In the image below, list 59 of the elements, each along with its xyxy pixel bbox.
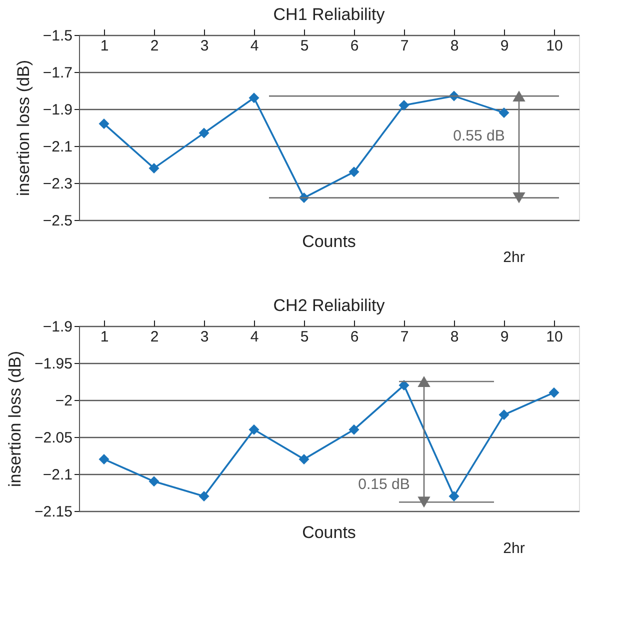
y-tick-label: −2.1	[42, 138, 72, 156]
annotation: 0.55 dB	[453, 128, 505, 145]
annotation: 0.15 dB	[358, 476, 410, 494]
y-tick-label: −2.05	[34, 430, 72, 446]
point	[448, 490, 460, 502]
point	[298, 454, 310, 464]
x-tick-label: 10	[546, 328, 563, 346]
point	[498, 107, 510, 118]
chart-title: CH1 Reliability	[273, 5, 386, 24]
y-axis-title: insertion loss (dB)	[6, 350, 25, 488]
x-tick-label: 4	[250, 328, 259, 346]
point	[348, 424, 360, 435]
x-tick-label: 6	[350, 38, 359, 54]
x-tick-label: 9	[500, 328, 509, 346]
text: 2hr	[503, 540, 525, 557]
point	[398, 100, 410, 111]
y-tick-label: −1.7	[42, 64, 72, 82]
point	[148, 162, 160, 174]
point	[148, 476, 160, 487]
point	[98, 118, 110, 130]
y-tick-label: −1.9	[42, 102, 72, 118]
x-tick-label: 5	[300, 38, 309, 54]
y-tick-label: −2.1	[42, 466, 72, 484]
y-tick-label: −2.3	[42, 176, 72, 192]
x-tick-label: 6	[350, 328, 359, 346]
chart-title: CH2 Reliability	[273, 296, 386, 315]
y-tick-label: −1.5	[42, 28, 72, 44]
point	[498, 410, 510, 420]
point	[548, 387, 560, 398]
point	[98, 454, 110, 464]
x-tick-label: 1	[100, 328, 109, 346]
point	[198, 490, 210, 502]
y-tick-label: −2	[55, 392, 72, 410]
x-tick-label: 1	[100, 38, 109, 54]
point	[398, 380, 410, 390]
y-axis-title: insertion loss (dB)	[14, 60, 33, 196]
x-tick-label: 3	[200, 38, 209, 54]
x-tick-label: 3	[200, 328, 209, 346]
point	[248, 424, 260, 435]
x-tick-label: 2	[150, 38, 159, 54]
y-tick-label: −2.15	[34, 504, 72, 520]
x-tick-label: 5	[300, 328, 309, 346]
point	[198, 128, 210, 138]
x-tick-label: 7	[400, 328, 409, 346]
point	[348, 166, 360, 178]
x-tick-label: 8	[450, 328, 459, 346]
text: 2hr	[503, 249, 525, 266]
x-tick-label: 9	[500, 38, 509, 54]
x-tick-label: 7	[400, 38, 409, 54]
y-tick-label: −1.9	[42, 318, 72, 336]
x-axis-title: Counts	[302, 523, 356, 542]
x-tick-label: 2	[150, 328, 159, 346]
x-axis-title: Counts	[302, 232, 356, 251]
point	[248, 92, 260, 104]
x-tick-label: 4	[250, 38, 259, 54]
y-tick-label: −1.95	[34, 356, 72, 372]
x-tick-label: 8	[450, 38, 459, 54]
x-tick-label: 10	[546, 38, 563, 54]
y-tick-label: −2.5	[42, 212, 72, 230]
